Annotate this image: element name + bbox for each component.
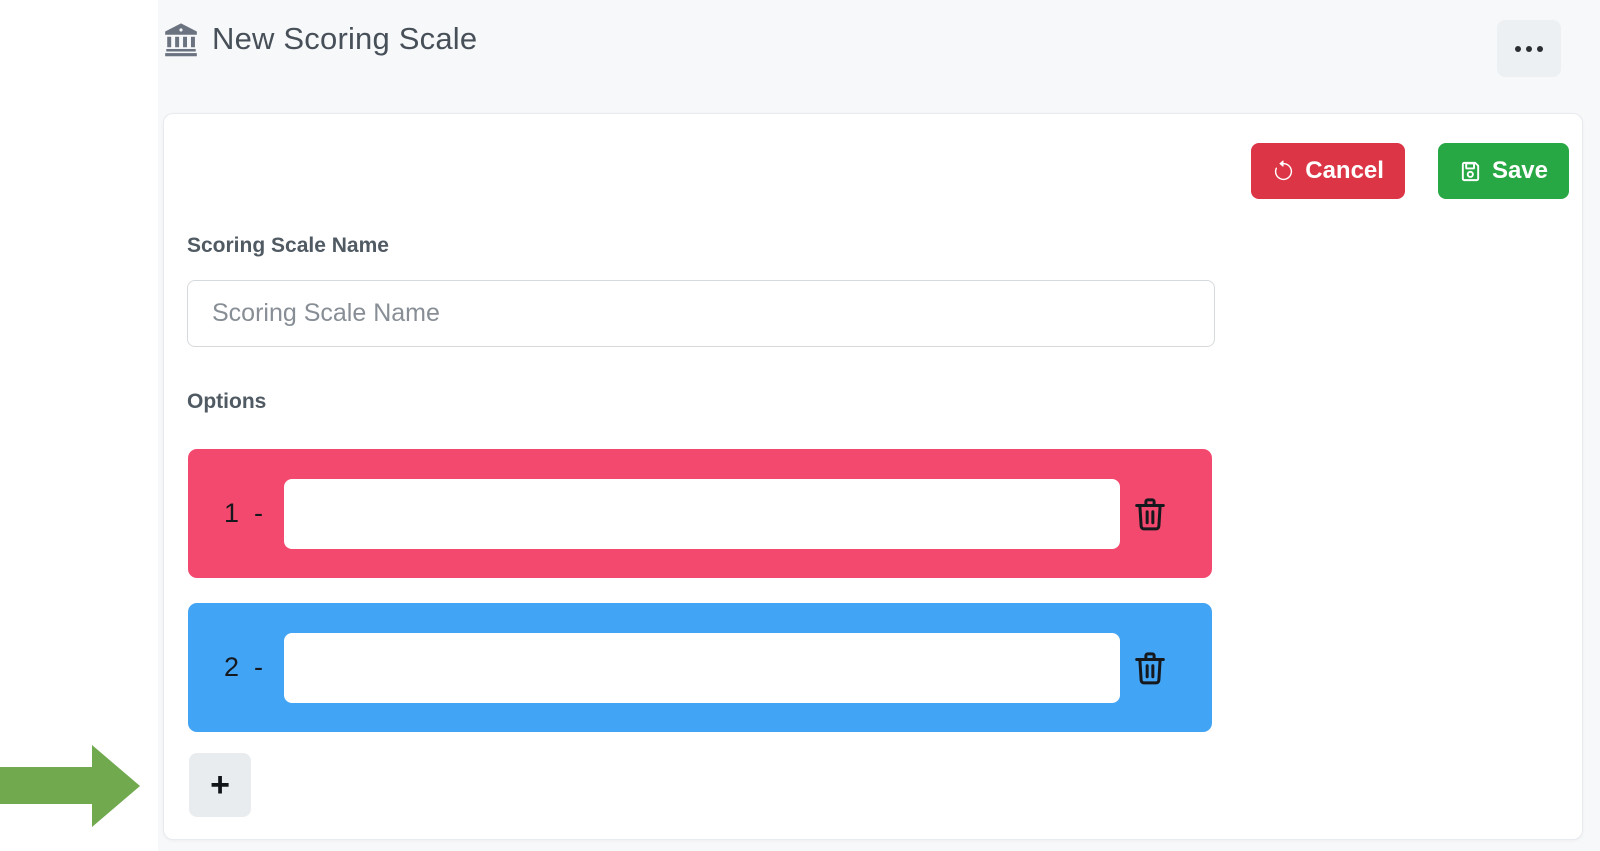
option-1-text-input[interactable] xyxy=(284,478,1120,549)
option-number: 1 xyxy=(223,498,240,528)
card-actions: Cancel Save xyxy=(1251,143,1569,199)
save-button[interactable]: Save xyxy=(1437,143,1569,199)
floppy-disk-icon xyxy=(1459,160,1482,183)
trash-icon xyxy=(1131,495,1169,533)
option-row-1: 1 - xyxy=(188,449,1212,578)
option-2-text-input[interactable] xyxy=(284,632,1120,703)
option-number: 2 xyxy=(223,652,240,682)
trash-icon xyxy=(1131,649,1169,687)
scoring-scale-name-input[interactable] xyxy=(187,280,1215,347)
more-options-button[interactable] xyxy=(1497,20,1561,77)
page-title: New Scoring Scale xyxy=(212,21,478,56)
options-label: Options xyxy=(187,390,267,413)
option-separator: - xyxy=(254,652,263,682)
ellipsis-icon xyxy=(1515,45,1543,52)
option-row-2: 2 - xyxy=(188,603,1212,732)
green-arrow-right-icon xyxy=(0,745,140,827)
save-button-label: Save xyxy=(1491,157,1548,184)
cancel-button-label: Cancel xyxy=(1305,157,1384,184)
scoring-scale-card: Cancel Save Scoring Scale Name Options 1… xyxy=(163,113,1583,840)
delete-option-1-button[interactable] xyxy=(1128,492,1172,536)
option-separator: - xyxy=(254,498,263,528)
cancel-button[interactable]: Cancel xyxy=(1251,143,1405,199)
scoring-scale-name-label: Scoring Scale Name xyxy=(187,234,389,257)
bank-icon xyxy=(162,20,200,58)
add-option-button[interactable]: + xyxy=(189,753,251,817)
undo-icon xyxy=(1272,159,1295,183)
delete-option-2-button[interactable] xyxy=(1128,646,1172,690)
